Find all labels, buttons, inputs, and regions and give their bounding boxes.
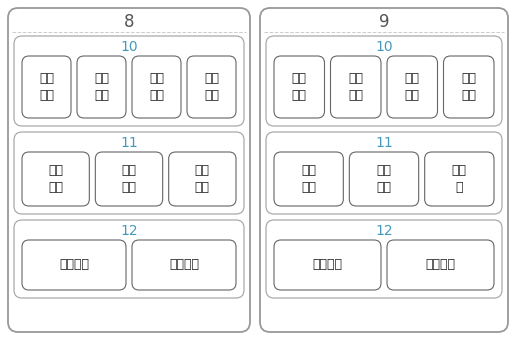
FancyBboxPatch shape [95, 152, 163, 206]
Text: 客户
信息: 客户 信息 [461, 72, 476, 102]
Text: 工作
流: 工作 流 [452, 164, 467, 194]
Text: 评价
管理: 评价 管理 [195, 164, 210, 194]
FancyBboxPatch shape [22, 240, 126, 290]
Text: 商家
信息: 商家 信息 [149, 72, 164, 102]
FancyBboxPatch shape [260, 8, 508, 332]
Text: 订单
详情: 订单 详情 [292, 72, 307, 102]
Text: 配送
管理: 配送 管理 [377, 164, 392, 194]
Text: 订单信息: 订单信息 [426, 258, 456, 272]
Text: 11: 11 [120, 136, 138, 150]
Text: 10: 10 [120, 40, 138, 54]
Text: 订单
提交: 订单 提交 [204, 72, 219, 102]
Text: 订单
管理: 订单 管理 [301, 164, 316, 194]
FancyBboxPatch shape [274, 152, 343, 206]
FancyBboxPatch shape [266, 36, 502, 126]
Text: 9: 9 [379, 13, 389, 31]
FancyBboxPatch shape [349, 152, 418, 206]
Text: 菜品
信息: 菜品 信息 [94, 72, 109, 102]
FancyBboxPatch shape [77, 56, 126, 118]
FancyBboxPatch shape [22, 56, 71, 118]
FancyBboxPatch shape [387, 56, 438, 118]
Text: 订餐
搜索: 订餐 搜索 [39, 72, 54, 102]
Text: 12: 12 [120, 224, 138, 238]
FancyBboxPatch shape [266, 220, 502, 298]
FancyBboxPatch shape [266, 132, 502, 214]
Text: 在线
支付: 在线 支付 [121, 164, 137, 194]
Text: 配送
详情: 配送 详情 [405, 72, 420, 102]
Text: 用户信息: 用户信息 [59, 258, 89, 272]
FancyBboxPatch shape [169, 152, 236, 206]
FancyBboxPatch shape [22, 152, 89, 206]
FancyBboxPatch shape [387, 240, 494, 290]
Text: 12: 12 [375, 224, 393, 238]
FancyBboxPatch shape [132, 240, 236, 290]
FancyBboxPatch shape [14, 36, 244, 126]
Text: 订单
状态: 订单 状态 [348, 72, 363, 102]
FancyBboxPatch shape [132, 56, 181, 118]
FancyBboxPatch shape [187, 56, 236, 118]
FancyBboxPatch shape [331, 56, 381, 118]
FancyBboxPatch shape [274, 56, 325, 118]
FancyBboxPatch shape [8, 8, 250, 332]
FancyBboxPatch shape [274, 240, 381, 290]
Text: 订单
处理: 订单 处理 [48, 164, 63, 194]
FancyBboxPatch shape [425, 152, 494, 206]
FancyBboxPatch shape [14, 220, 244, 298]
Text: 8: 8 [124, 13, 134, 31]
Text: 订单信息: 订单信息 [169, 258, 199, 272]
Text: 11: 11 [375, 136, 393, 150]
FancyBboxPatch shape [443, 56, 494, 118]
Text: 10: 10 [375, 40, 393, 54]
FancyBboxPatch shape [14, 132, 244, 214]
Text: 统计数据: 统计数据 [313, 258, 343, 272]
